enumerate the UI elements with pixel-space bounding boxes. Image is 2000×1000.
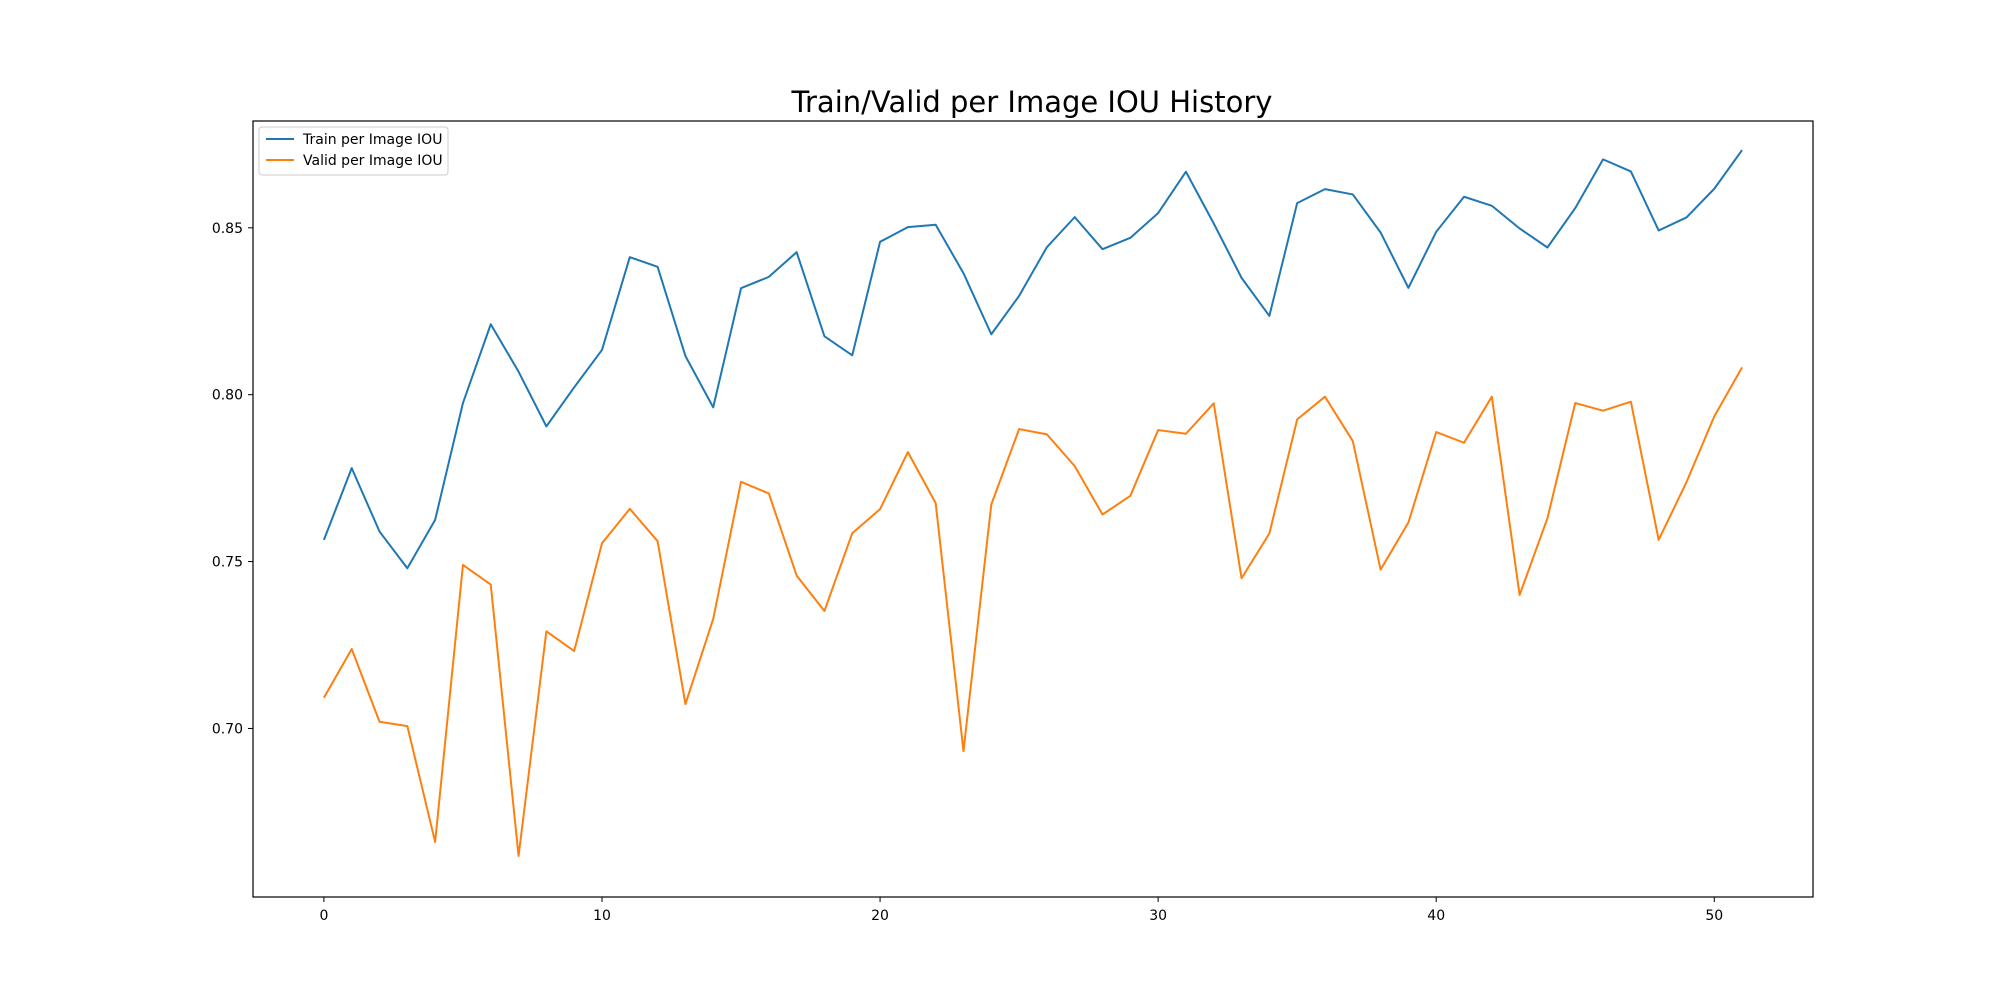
y-tick-label: 0.80: [212, 388, 243, 404]
x-tick-label: 50: [1705, 908, 1723, 924]
legend-label-valid: Valid per Image IOU: [303, 153, 443, 169]
x-tick-label: 40: [1427, 908, 1445, 924]
y-tick-label: 0.70: [212, 721, 243, 737]
chart-title: Train/Valid per Image IOU History: [791, 85, 1273, 119]
legend: Train per Image IOU Valid per Image IOU: [258, 126, 449, 176]
x-tick-label: 10: [593, 908, 611, 924]
y-tick-label: 0.75: [212, 555, 243, 571]
x-axis: 0 10 20 30 40 50: [319, 897, 1723, 924]
series-layer: [322, 149, 1743, 857]
legend-label-train: Train per Image IOU: [302, 132, 442, 148]
y-axis: 0.70 0.75 0.80 0.85: [212, 221, 253, 737]
series-line-1: [323, 366, 1743, 857]
y-tick-label: 0.85: [212, 221, 243, 237]
legend-box: [258, 126, 449, 176]
x-tick-label: 0: [319, 908, 328, 924]
series-line-0: [322, 149, 1743, 570]
plot-area-frame: [252, 120, 1814, 898]
x-tick-label: 20: [871, 908, 889, 924]
x-tick-label: 30: [1149, 908, 1167, 924]
